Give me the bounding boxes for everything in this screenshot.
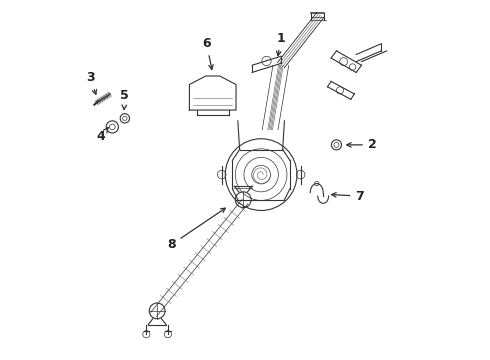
Text: 1: 1 [276, 32, 285, 56]
Text: 3: 3 [86, 71, 97, 94]
Text: 6: 6 [202, 37, 213, 69]
Text: 2: 2 [347, 138, 377, 151]
Text: 8: 8 [167, 208, 225, 251]
Text: 7: 7 [332, 190, 364, 203]
Text: 5: 5 [121, 89, 129, 109]
Text: 4: 4 [97, 128, 108, 144]
